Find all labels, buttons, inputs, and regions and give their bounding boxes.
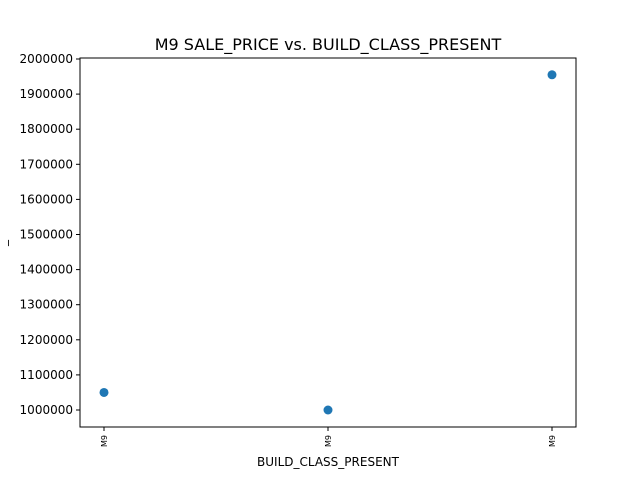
data-point bbox=[547, 70, 557, 80]
y-axis: 1000000 1100000 1200000 1300000 1400000 15000… bbox=[20, 52, 80, 417]
x-tick-label: M9 bbox=[100, 435, 109, 447]
x-tick-label: M9 bbox=[548, 435, 557, 447]
y-tick-label: 1800000 bbox=[20, 122, 73, 136]
y-axis-label: _ bbox=[0, 239, 9, 247]
y-tick-label: 1300000 bbox=[20, 298, 73, 312]
plot-area-frame bbox=[79, 57, 577, 428]
y-tick-label: 1700000 bbox=[20, 157, 73, 171]
data-point bbox=[99, 387, 109, 397]
y-tick-label: 1100000 bbox=[20, 368, 73, 382]
x-axis-label: BUILD_CLASS_PRESENT bbox=[257, 455, 400, 469]
y-tick-label: 1500000 bbox=[20, 228, 73, 242]
y-tick-label: 2000000 bbox=[20, 52, 73, 66]
x-tick-label: M9 bbox=[324, 435, 333, 447]
y-tick-label: 1400000 bbox=[20, 263, 73, 277]
y-tick-label: 1200000 bbox=[20, 333, 73, 347]
y-tick-label: 1000000 bbox=[20, 403, 73, 417]
x-axis: M9 M9 M9 bbox=[100, 427, 557, 447]
data-point bbox=[323, 405, 333, 415]
chart-title: M9 SALE_PRICE vs. BUILD_CLASS_PRESENT bbox=[155, 35, 502, 55]
y-tick-label: 1600000 bbox=[20, 192, 73, 206]
y-tick-label: 1900000 bbox=[20, 87, 73, 101]
data-points bbox=[99, 70, 557, 415]
